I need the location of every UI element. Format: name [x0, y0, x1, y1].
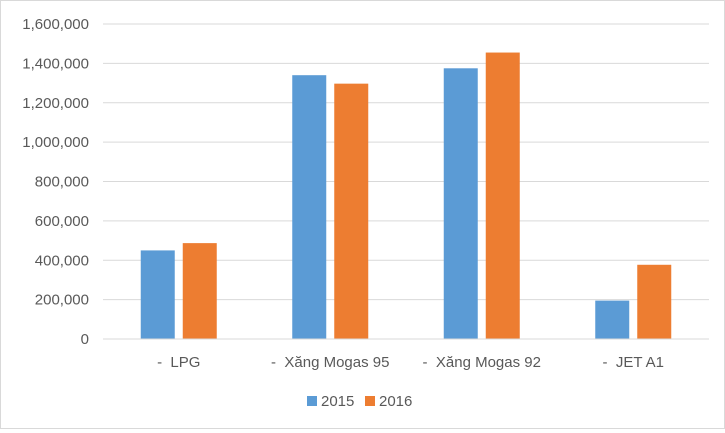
- x-category-label: - Xăng Mogas 95: [271, 354, 389, 371]
- legend: 2015 2016: [307, 393, 412, 410]
- y-tick-label: 800,000: [35, 174, 89, 191]
- bar-2015-1: [292, 75, 327, 339]
- legend-swatch-2016: [365, 396, 375, 406]
- y-tick-label: 1,600,000: [22, 16, 89, 33]
- legend-label: 2016: [379, 393, 412, 410]
- bar-2016-2: [485, 52, 520, 339]
- legend-label: 2015: [321, 393, 354, 410]
- y-tick-label: 600,000: [35, 213, 89, 230]
- y-tick-label: 0: [81, 331, 89, 348]
- x-category-label: - JET A1: [603, 354, 664, 371]
- bar-2016-0: [182, 243, 217, 339]
- y-tick-label: 400,000: [35, 252, 89, 269]
- bar-2015-3: [595, 300, 630, 339]
- bar-2016-3: [637, 264, 672, 339]
- x-category-label: - Xăng Mogas 92: [423, 354, 541, 371]
- x-axis-labels: - LPG - Xăng Mogas 95 - Xăng Mogas 92 - JET…: [157, 354, 664, 371]
- bars: [140, 52, 672, 339]
- y-axis-ticks: 0 200,000 400,000 600,000 800,000 1,000,000 1,…: [22, 16, 89, 348]
- x-category-label: - LPG: [157, 354, 200, 371]
- bar-2015-2: [443, 68, 478, 339]
- bar-2016-1: [334, 83, 369, 339]
- legend-swatch-2015: [307, 396, 317, 406]
- bar-2015-0: [140, 250, 175, 339]
- y-tick-label: 1,000,000: [22, 134, 89, 151]
- y-tick-label: 1,200,000: [22, 95, 89, 112]
- y-tick-label: 1,400,000: [22, 55, 89, 72]
- y-tick-label: 200,000: [35, 292, 89, 309]
